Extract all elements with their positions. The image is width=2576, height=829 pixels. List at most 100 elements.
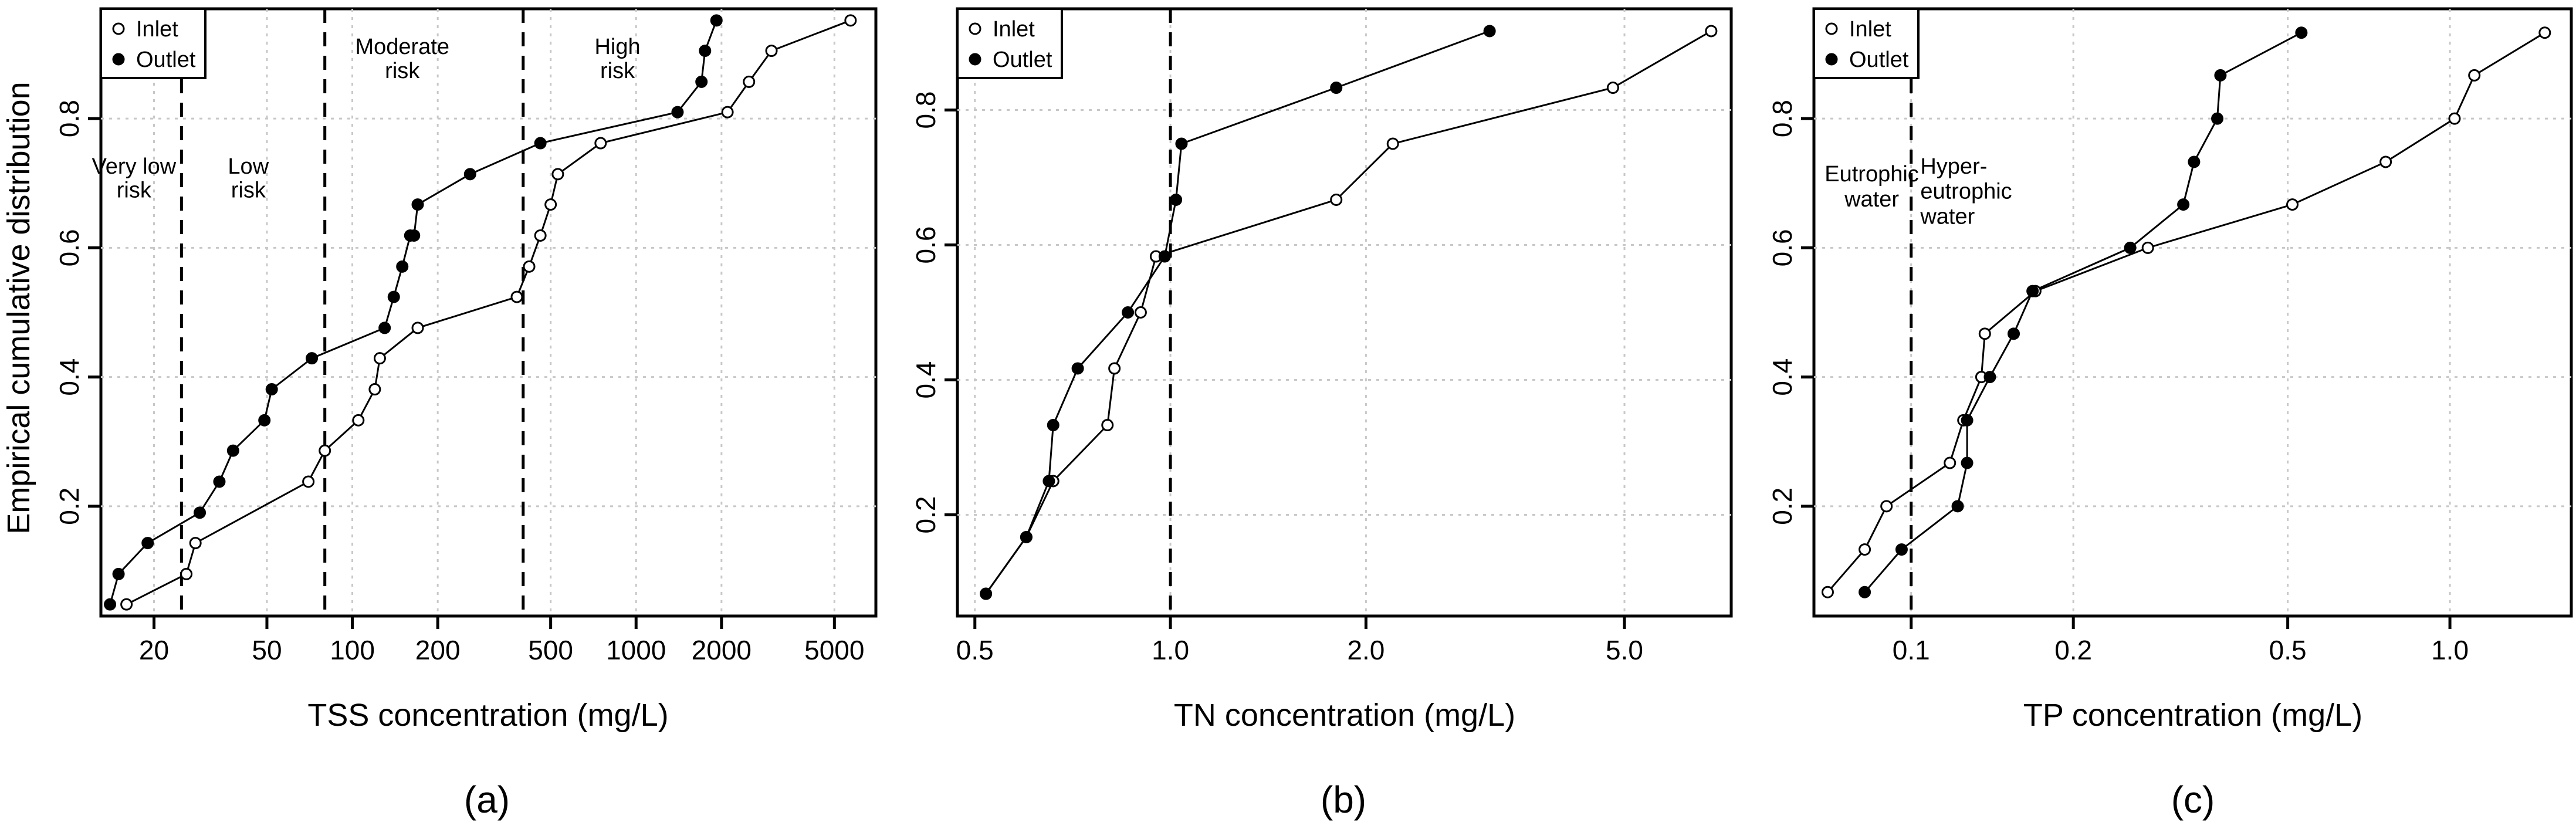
x-tick-label: 100 <box>330 635 375 665</box>
plot-frame <box>99 7 878 618</box>
data-point-inlet <box>352 414 365 427</box>
data-point-outlet <box>306 352 319 365</box>
data-point-outlet <box>387 290 400 303</box>
y-axis-label: Empirical cumulative distribution <box>1 82 36 534</box>
data-point-outlet <box>2214 69 2227 82</box>
x-axis-label: TP concentration (mg/L) <box>2023 698 2362 733</box>
annotation-text: water <box>1844 187 1899 212</box>
data-point-outlet <box>1158 250 1171 263</box>
series-line-inlet <box>1827 32 2545 593</box>
grid-layer <box>957 9 1731 616</box>
data-point-outlet <box>534 137 547 150</box>
data-point-inlet <box>1880 500 1893 513</box>
x-tick-label: 1000 <box>606 635 666 665</box>
data-point-inlet <box>1101 419 1114 432</box>
x-tick-layer: 0.1 0.2 0.5 1.0 <box>1893 616 2469 665</box>
data-point-inlet <box>2538 26 2551 39</box>
legend-label: Outlet <box>136 48 196 72</box>
x-tick-layer: 0.5 1.0 2.0 5.0 <box>956 616 1643 665</box>
data-point-inlet <box>2141 241 2154 254</box>
data-point-inlet <box>2286 198 2299 211</box>
data-point-outlet <box>378 322 391 334</box>
data-point-inlet <box>1859 543 1871 556</box>
data-point-outlet <box>2008 327 2020 340</box>
legend-marker-outlet <box>969 53 981 66</box>
annotation-text: eutrophic <box>1920 180 2012 204</box>
y-tick-label: 0.8 <box>54 100 84 137</box>
y-tick-layer: 0.2 0.4 0.6 0.8 <box>1767 100 1814 525</box>
x-axis-label: TSS concentration (mg/L) <box>307 698 668 733</box>
x-tick-label: 500 <box>528 635 573 665</box>
data-point-inlet <box>523 260 536 273</box>
data-point-inlet <box>2448 112 2461 125</box>
x-tick-label: 1.0 <box>1152 635 1189 665</box>
data-point-outlet <box>1020 530 1033 543</box>
y-tick-label: 0.4 <box>910 361 941 399</box>
panel-label: (a) <box>464 779 510 821</box>
series-layer <box>980 25 1718 600</box>
data-point-outlet <box>1859 586 1871 598</box>
annotation-text: risk <box>385 59 420 83</box>
legend-box <box>956 8 1063 79</box>
data-point-inlet <box>373 352 386 365</box>
legend-marker-outlet <box>1825 53 1838 66</box>
annotation-text: Low <box>228 154 269 179</box>
legend-label: Outlet <box>993 48 1052 72</box>
data-point-inlet <box>2379 155 2392 168</box>
panel-c: 0.1 0.2 0.5 1.0 0.2 0.4 0.6 0.8 Eutrophicwater… <box>1767 7 2573 821</box>
data-point-outlet <box>980 587 993 600</box>
x-tick-label: 50 <box>252 635 282 665</box>
x-tick-label: 20 <box>139 635 169 665</box>
series-layer <box>1821 26 2551 598</box>
x-tick-label: 0.2 <box>2054 635 2092 665</box>
data-point-outlet <box>408 229 421 242</box>
data-point-outlet <box>1483 25 1496 38</box>
y-tick-label: 0.2 <box>54 488 84 525</box>
data-point-outlet <box>1170 193 1183 206</box>
data-point-inlet <box>319 444 331 457</box>
plot-frame <box>1812 7 2573 618</box>
series-line-outlet <box>985 30 1490 594</box>
data-point-outlet <box>1961 456 1974 469</box>
legend-box <box>1813 8 1920 79</box>
legend: Inlet Outlet <box>100 8 207 79</box>
data-point-inlet <box>510 290 523 303</box>
data-point-outlet <box>194 506 207 519</box>
data-point-inlet <box>1978 327 1991 340</box>
data-point-inlet <box>1134 306 1147 319</box>
x-tick-label: 200 <box>415 635 461 665</box>
data-point-inlet <box>302 475 315 488</box>
legend-label: Inlet <box>993 17 1035 42</box>
y-tick-layer: 0.2 0.4 0.6 0.8 <box>54 100 101 525</box>
annotation-text: risk <box>231 178 266 203</box>
data-point-inlet <box>1944 456 1956 469</box>
y-tick-label: 0.6 <box>1767 229 1798 266</box>
annotation-text: Eutrophic <box>1824 162 1919 187</box>
series-layer <box>104 14 857 611</box>
data-point-outlet <box>2211 112 2224 125</box>
x-axis-label: TN concentration (mg/L) <box>1174 698 1515 733</box>
data-point-outlet <box>1071 362 1084 375</box>
legend-label: Inlet <box>136 17 178 42</box>
data-point-outlet <box>463 168 476 181</box>
annotation-text: Very low <box>92 154 177 179</box>
data-point-outlet <box>265 383 278 396</box>
data-point-outlet <box>2177 198 2190 211</box>
data-point-inlet <box>120 598 133 611</box>
data-point-outlet <box>695 75 708 88</box>
data-point-inlet <box>594 137 607 150</box>
data-point-outlet <box>1983 371 1996 384</box>
x-tick-label: 1.0 <box>2431 635 2469 665</box>
data-point-outlet <box>699 45 712 57</box>
x-tick-label: 2000 <box>692 635 752 665</box>
series-line-inlet <box>126 19 851 605</box>
y-tick-label: 0.6 <box>910 226 941 264</box>
data-point-inlet <box>1821 586 1834 598</box>
data-point-outlet <box>1961 414 1974 427</box>
legend: Inlet Outlet <box>1813 8 1920 79</box>
data-point-outlet <box>411 198 424 211</box>
y-tick-layer: 0.2 0.4 0.6 0.8 <box>910 92 957 533</box>
panel-a: 20 50 100 200 500 1000 2000 5000 0.2 0.4 0.6 0.8 V… <box>54 7 878 821</box>
